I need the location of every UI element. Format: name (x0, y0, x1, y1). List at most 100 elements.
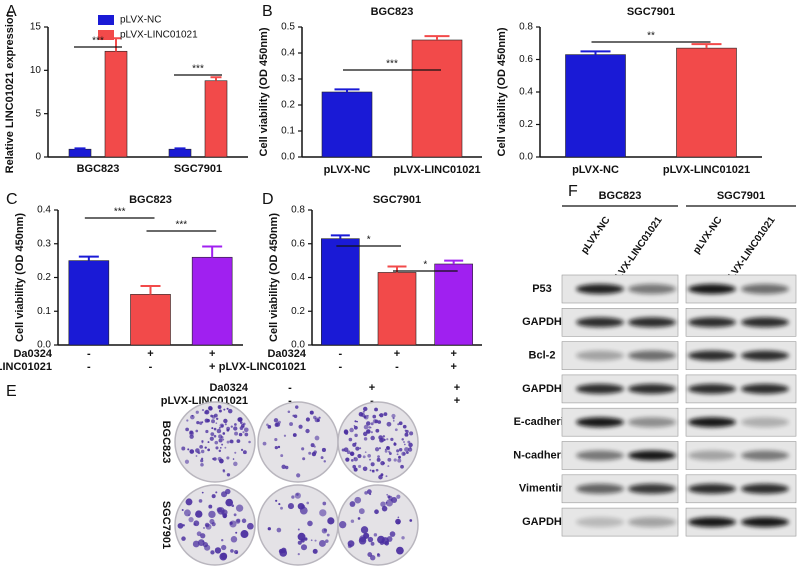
panel-label: C (6, 191, 18, 208)
y-axis-label: Cell viability (OD 450nm) (496, 27, 508, 156)
colony (320, 456, 324, 460)
treatment-sign: + (369, 382, 375, 394)
colony (195, 455, 198, 457)
blot-band (688, 284, 736, 294)
colony (208, 510, 216, 519)
colony (358, 537, 367, 545)
legend-swatch (98, 15, 114, 25)
colony (314, 539, 317, 542)
error-bar (202, 245, 223, 258)
colony (201, 491, 204, 494)
colony (397, 516, 400, 519)
colony (229, 439, 234, 444)
y-axis-label: Relative LINC01021 expression (4, 10, 16, 173)
y-tick-label: 0.5 (281, 22, 295, 33)
significance-label: *** (192, 64, 204, 75)
y-tick-label: 0 (35, 152, 41, 163)
error-bar (74, 147, 86, 150)
legend-label: pLVX-NC (120, 15, 162, 26)
colony (358, 508, 365, 515)
colony (396, 494, 401, 499)
blot-band (741, 517, 789, 528)
colony (217, 507, 225, 515)
colony (406, 451, 409, 455)
treatment-label: pLVX-LINC01021 (219, 361, 306, 373)
colony (373, 533, 378, 537)
colony (280, 506, 283, 510)
treatment-sign: - (288, 395, 292, 407)
colony (363, 532, 370, 539)
blot-band (688, 317, 736, 328)
bar (321, 238, 360, 346)
panel-label: A (6, 3, 17, 20)
blot-band (628, 517, 676, 528)
chart-title: BGC823 (129, 194, 172, 206)
colony (372, 414, 377, 419)
colony (188, 514, 190, 516)
blot-band (741, 350, 789, 361)
colony (235, 531, 238, 534)
colony (198, 499, 203, 503)
colony (362, 410, 365, 413)
colony (308, 451, 312, 455)
colony (391, 413, 396, 419)
colony (363, 415, 367, 419)
colony (274, 437, 278, 442)
culture-dish (257, 401, 339, 483)
lane-label: pLVX-NC (579, 215, 612, 256)
colony (350, 519, 355, 523)
group-label: BGC823 (599, 190, 642, 202)
treatment-sign: + (147, 348, 153, 360)
error-bar (78, 255, 99, 261)
x-tick-label: pLVX-LINC01021 (663, 164, 750, 176)
colony (189, 434, 194, 439)
culture-dish (337, 484, 419, 566)
y-tick-label: 0.2 (291, 306, 305, 317)
treatment-label: Da0324 (13, 348, 52, 360)
colony (354, 496, 362, 504)
colony (393, 458, 397, 462)
colony (278, 503, 281, 506)
colony (383, 412, 388, 417)
colony (218, 438, 223, 443)
treatment-sign: + (209, 361, 215, 373)
legend-swatch (98, 30, 114, 40)
colony (222, 438, 225, 441)
y-tick-label: 0.6 (519, 54, 533, 65)
y-axis-label: Cell viability (OD 450nm) (258, 27, 270, 156)
colony (385, 499, 393, 507)
lane-label: pLVX-NC (691, 215, 724, 256)
y-tick-label: 0.3 (281, 74, 295, 85)
blot-band (688, 483, 736, 494)
colony (234, 423, 237, 426)
colony (296, 493, 299, 496)
error-bar (210, 76, 222, 81)
colony (363, 424, 369, 430)
x-tick-label: pLVX-NC (324, 164, 371, 176)
row-label: BGC823 (160, 421, 172, 464)
colony (233, 513, 237, 517)
colony (218, 409, 222, 413)
colony (384, 449, 388, 453)
treatment-sign: - (288, 382, 292, 394)
colony (398, 455, 401, 459)
blot-band (576, 517, 624, 528)
colony (195, 410, 199, 414)
colony (374, 447, 380, 452)
row-label: Vimentin (519, 483, 566, 495)
colony (379, 413, 384, 418)
row-label: SGC7901 (160, 501, 172, 549)
colony (185, 498, 193, 506)
colony (196, 421, 200, 425)
colony (349, 501, 356, 507)
row-label: GAPDH (522, 383, 562, 395)
colony (219, 447, 222, 449)
colony (370, 422, 374, 426)
y-tick-label: 0.4 (37, 205, 51, 216)
colony (221, 491, 228, 498)
colony (211, 427, 214, 430)
colony (221, 443, 224, 446)
colony (213, 434, 217, 438)
colony (274, 422, 279, 427)
